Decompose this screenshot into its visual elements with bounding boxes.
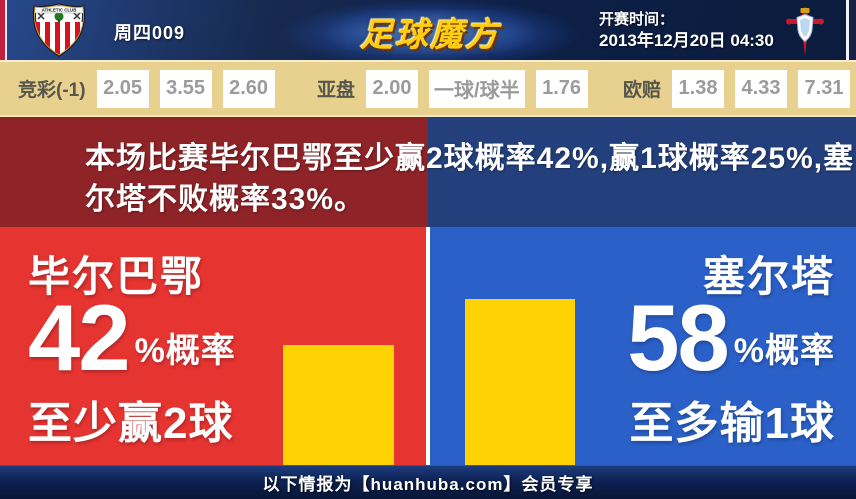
kickoff-label: 开赛时间： bbox=[599, 11, 675, 28]
kickoff-info: 开赛时间： 2013年12月20日 04:30 bbox=[599, 9, 774, 51]
home-team-name: 毕尔巴鄂 bbox=[28, 253, 205, 300]
jingcai-label: 竞彩(-1) bbox=[18, 80, 86, 101]
footer-member-notice: 以下情报为【huanhuba.com】会员专享 bbox=[262, 475, 594, 494]
left-edge-white-line bbox=[5, 0, 7, 60]
asian-away-odds: 1.76 bbox=[535, 69, 588, 108]
euro-home-odds: 1.38 bbox=[672, 69, 725, 108]
home-probability-suffix: %概率 bbox=[134, 331, 236, 370]
jingcai-draw-odds: 3.55 bbox=[159, 69, 212, 108]
prediction-summary-line-2: 尔塔不败概率33%。 bbox=[85, 183, 366, 216]
jingcai-away-odds: 2.60 bbox=[222, 69, 275, 108]
asian-handicap-label: 亚盘 bbox=[317, 80, 356, 101]
header: ATHLETIC CLUB 周四009 足球魔方 开赛时间： 2013年12月2… bbox=[0, 0, 856, 60]
asian-handicap-line: 一球/球半 bbox=[429, 69, 525, 108]
site-logo: 足球魔方 bbox=[288, 10, 572, 54]
away-probability-value: 58 bbox=[627, 285, 730, 390]
left-edge-red-stripe bbox=[0, 0, 5, 60]
kickoff-time: 2013年12月20日 04:30 bbox=[599, 31, 774, 50]
footer: 以下情报为【huanhuba.com】会员专享 bbox=[0, 465, 856, 499]
center-divider bbox=[426, 227, 430, 465]
summary-banner-blue-half bbox=[428, 117, 856, 227]
home-probability-bar bbox=[283, 345, 394, 465]
match-code: 周四009 bbox=[114, 23, 186, 43]
probability-panel: 毕尔巴鄂 42 %概率 至少赢2球 塞尔塔 58 %概率 至多输1球 bbox=[0, 227, 856, 465]
athletic-club-crest-icon: ATHLETIC CLUB bbox=[32, 3, 86, 57]
odds-bar: 竞彩(-1) 2.05 3.55 2.60 亚盘 2.00 一球/球半 1.76… bbox=[0, 60, 856, 117]
svg-text:ATHLETIC CLUB: ATHLETIC CLUB bbox=[42, 8, 77, 13]
summary-banner-red-half bbox=[0, 117, 428, 227]
euro-draw-odds: 4.33 bbox=[735, 69, 788, 108]
euro-away-odds: 7.31 bbox=[798, 69, 851, 108]
prediction-summary-line-1: 本场比赛毕尔巴鄂至少赢2球概率42%,赢1球概率25%,塞 bbox=[85, 142, 855, 175]
right-edge-white-line bbox=[846, 0, 849, 60]
away-outcome: 至多输1球 bbox=[629, 399, 835, 448]
away-probability-suffix: %概率 bbox=[733, 331, 835, 370]
jingcai-home-odds: 2.05 bbox=[96, 69, 149, 108]
away-team-name: 塞尔塔 bbox=[702, 253, 835, 300]
odds-group-european: 欧赔 1.38 4.33 7.31 bbox=[623, 62, 851, 115]
odds-group-jingcai: 竞彩(-1) 2.05 3.55 2.60 bbox=[18, 62, 275, 115]
odds-group-asian-handicap: 亚盘 2.00 一球/球半 1.76 bbox=[317, 62, 588, 115]
summary-banner: 本场比赛毕尔巴鄂至少赢2球概率42%,赢1球概率25%,塞 尔塔不败概率33%。 bbox=[0, 117, 856, 227]
european-odds-label: 欧赔 bbox=[623, 80, 662, 101]
prediction-summary: 本场比赛毕尔巴鄂至少赢2球概率42%,赢1球概率25%,塞 尔塔不败概率33%。 bbox=[85, 138, 854, 220]
asian-home-odds: 2.00 bbox=[366, 69, 419, 108]
right-edge-dark-stripe bbox=[849, 0, 856, 60]
away-probability-bar bbox=[465, 299, 575, 465]
home-probability-value: 42 bbox=[28, 285, 131, 390]
celta-vigo-crest-icon bbox=[786, 6, 824, 56]
home-probability: 42 %概率 bbox=[28, 285, 236, 390]
home-outcome: 至少赢2球 bbox=[28, 399, 234, 448]
away-probability: 58 %概率 bbox=[627, 285, 835, 390]
